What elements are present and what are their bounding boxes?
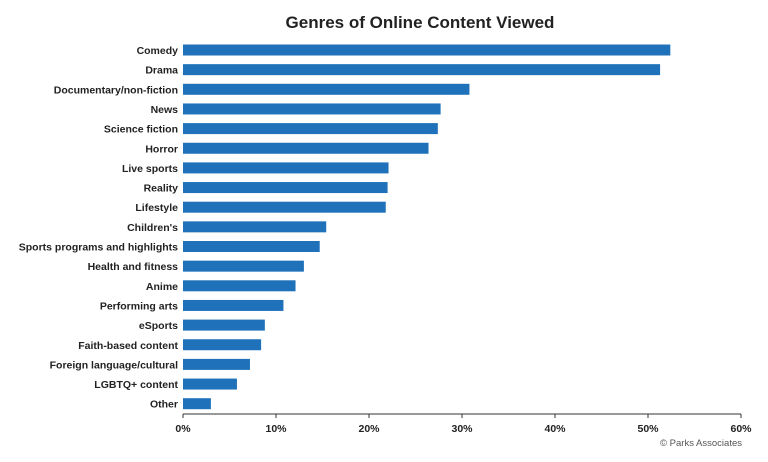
category-label: Faith-based content bbox=[78, 340, 178, 352]
bar bbox=[183, 299, 284, 311]
bar bbox=[183, 280, 296, 292]
bar bbox=[183, 64, 661, 76]
x-tick-label: 40% bbox=[544, 423, 566, 435]
category-label: Lifestyle bbox=[135, 202, 178, 214]
category-label: Comedy bbox=[137, 45, 179, 57]
source-credit: © Parks Associates bbox=[660, 438, 742, 449]
category-label: Anime bbox=[146, 281, 178, 293]
category-label: Children's bbox=[127, 222, 178, 234]
category-label: News bbox=[151, 104, 179, 116]
category-label: Documentary/non-fiction bbox=[54, 84, 178, 96]
bar bbox=[183, 319, 265, 331]
bar bbox=[183, 339, 262, 351]
category-label: LGBTQ+ content bbox=[94, 379, 178, 391]
category-labels: Comedy Drama Documentary/non-fiction News Sc… bbox=[19, 45, 179, 411]
x-tick-label: 50% bbox=[637, 423, 659, 435]
x-axis-ticks: 0% 10% 20% 30% 40% 50% 60% bbox=[175, 414, 752, 435]
bar bbox=[183, 142, 429, 154]
bar bbox=[183, 83, 470, 95]
category-label: Health and fitness bbox=[88, 261, 179, 273]
bar bbox=[183, 378, 237, 390]
bar bbox=[183, 260, 304, 272]
bar bbox=[183, 103, 441, 115]
category-label: Other bbox=[150, 399, 178, 411]
category-label: Performing arts bbox=[100, 300, 178, 312]
category-label: eSports bbox=[139, 320, 178, 332]
bar bbox=[183, 123, 438, 135]
chart-title: Genres of Online Content Viewed bbox=[286, 13, 555, 32]
category-label: Science fiction bbox=[104, 124, 178, 136]
x-tick-label: 20% bbox=[358, 423, 380, 435]
x-tick-label: 30% bbox=[451, 423, 473, 435]
bar bbox=[183, 162, 389, 174]
bar bbox=[183, 182, 388, 194]
bar bbox=[183, 221, 327, 233]
x-tick-label: 10% bbox=[265, 423, 287, 435]
category-label: Drama bbox=[145, 65, 178, 77]
category-label: Sports programs and highlights bbox=[19, 242, 178, 254]
bar bbox=[183, 44, 671, 56]
bar bbox=[183, 201, 386, 213]
category-label: Foreign language/cultural bbox=[50, 359, 178, 371]
bar bbox=[183, 358, 250, 370]
x-tick-label: 0% bbox=[175, 423, 191, 435]
category-label: Live sports bbox=[122, 163, 178, 175]
bar bbox=[183, 241, 320, 252]
category-label: Reality bbox=[144, 183, 179, 195]
bar bbox=[183, 398, 211, 410]
bars-group bbox=[183, 44, 671, 410]
x-tick-label: 60% bbox=[730, 423, 752, 435]
category-label: Horror bbox=[145, 143, 178, 155]
